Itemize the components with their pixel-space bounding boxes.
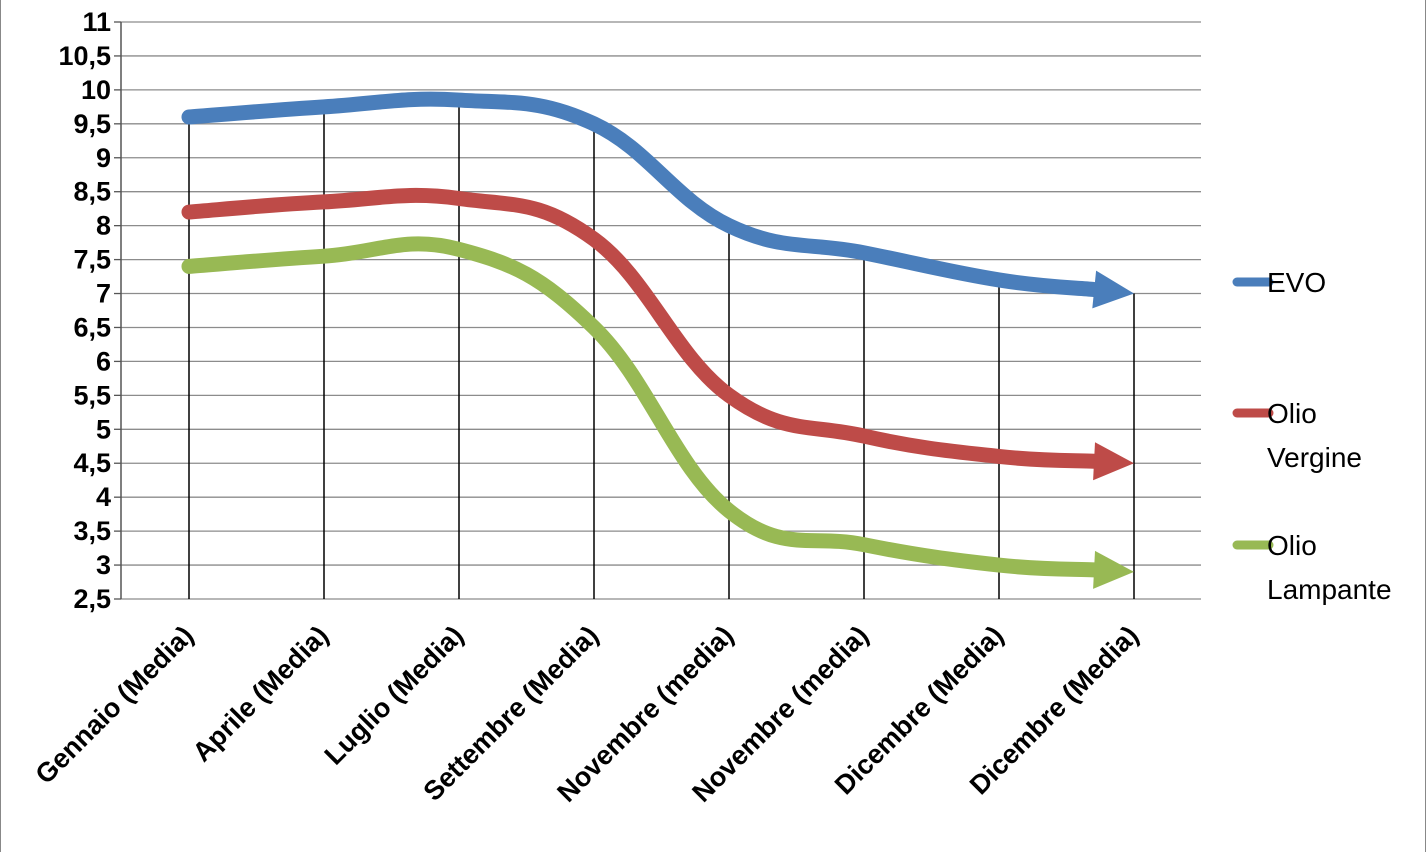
x-tick-label: Gennaio (Media) xyxy=(30,620,200,790)
y-tick-label: 8,5 xyxy=(73,177,111,207)
legend: EVO Olio Vergine Olio Lampante xyxy=(1232,267,1392,605)
series-path xyxy=(181,187,1102,469)
y-tick-label: 5,5 xyxy=(73,380,111,410)
legend-item: Olio Lampante xyxy=(1232,530,1392,605)
y-tick-label: 9 xyxy=(96,143,111,173)
x-tick-labels: Gennaio (Media)Aprile (Media)Luglio (Med… xyxy=(30,620,1145,808)
y-tick-label: 2,5 xyxy=(73,584,111,614)
drop-lines xyxy=(188,100,1135,599)
y-tick-label: 10,5 xyxy=(58,41,111,71)
y-tick-label: 3 xyxy=(96,550,111,580)
series-path xyxy=(181,236,1102,578)
legend-item: EVO xyxy=(1232,267,1326,298)
series-line xyxy=(181,236,1134,589)
x-tick-label: Aprile (Media) xyxy=(187,620,334,767)
y-tick-label: 6,5 xyxy=(73,312,111,342)
legend-label: Vergine xyxy=(1267,442,1362,473)
arrowhead xyxy=(1093,442,1134,481)
axes xyxy=(114,21,122,600)
y-tick-label: 4,5 xyxy=(73,448,111,478)
legend-label: EVO xyxy=(1267,267,1326,298)
y-tick-labels: 2,5 3 3,5 4 4,5 5 5,5 6 6,57 7,5 8 8,5 9 9,5 10 10,5 11 xyxy=(58,7,111,614)
arrowhead xyxy=(1093,550,1134,589)
y-tick-label: 9,5 xyxy=(73,109,111,139)
series-lines xyxy=(181,91,1134,589)
y-tick-label: 5 xyxy=(96,414,111,444)
arrowhead xyxy=(1092,270,1134,309)
legend-label: Olio xyxy=(1267,530,1317,561)
y-tick-label: 8 xyxy=(96,211,111,241)
x-tick-label: Luglio (Media) xyxy=(319,620,470,771)
y-tick-label: 7 xyxy=(96,279,111,309)
y-tick-label: 7,5 xyxy=(73,245,111,275)
series-path xyxy=(181,91,1102,298)
y-tick-label: 11 xyxy=(82,7,111,37)
legend-item: Olio Vergine xyxy=(1232,398,1362,473)
y-tick-label: 6 xyxy=(96,346,111,376)
legend-label: Olio xyxy=(1267,398,1317,429)
series-line xyxy=(181,187,1134,481)
y-tick-label: 4 xyxy=(96,482,111,512)
series-line xyxy=(181,91,1134,309)
legend-label: Lampante xyxy=(1267,574,1392,605)
y-tick-label: 3,5 xyxy=(73,516,111,546)
y-tick-label: 10 xyxy=(81,75,111,105)
